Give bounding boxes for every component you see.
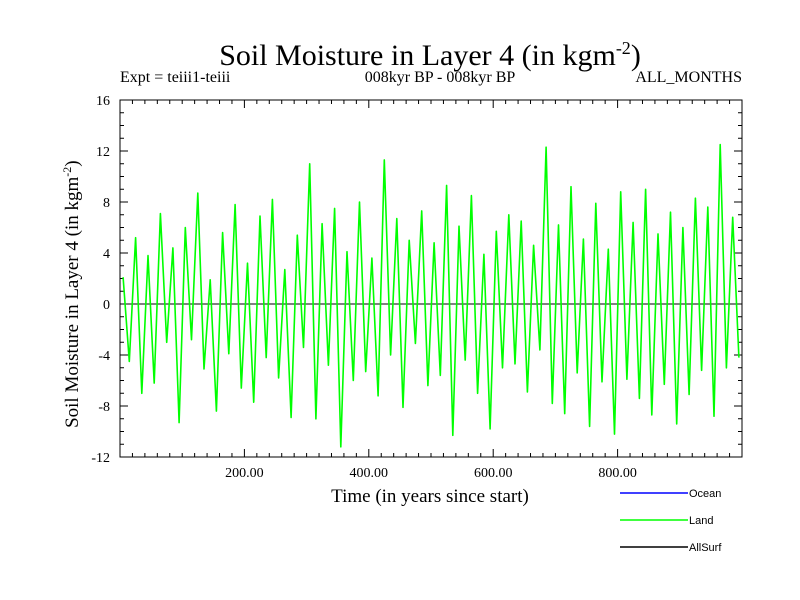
legend-label-allsurf: AllSurf — [689, 542, 722, 554]
y-tick-label: -12 — [91, 451, 110, 466]
x-axis-label: Time (in years since start) — [331, 486, 529, 507]
y-axis-label-exponent: -2 — [59, 166, 74, 177]
y-tick-label: 16 — [96, 94, 110, 109]
y-axis-label: Soil Moisture in Layer 4 (in kgm-2) — [56, 94, 84, 494]
legend: Ocean Land AllSurf — [620, 488, 722, 554]
chart-title-close: ) — [630, 39, 641, 72]
y-axis-ticks: -12 -8 -4 0 4 8 12 16 — [91, 94, 742, 466]
experiment-label: Expt = teiii1-teiii — [120, 69, 231, 86]
series-line-land — [122, 143, 740, 448]
x-tick-label: 200.00 — [225, 466, 264, 481]
y-axis-label-main: Soil Moisture in Layer 4 (in kgm — [62, 176, 84, 428]
x-tick-label: 600.00 — [474, 466, 513, 481]
x-axis-ticks: 200.00 400.00 600.00 800.00 — [131, 100, 731, 481]
y-tick-label: 12 — [96, 145, 110, 160]
x-tick-label: 400.00 — [350, 466, 389, 481]
y-tick-label: 8 — [103, 196, 110, 211]
y-tick-label: -8 — [98, 400, 110, 415]
y-tick-label: -4 — [98, 349, 110, 364]
y-axis-label-close: ) — [62, 160, 84, 167]
chart-title: Soil Moisture in Layer 4 (in kgm-2) — [0, 30, 800, 74]
chart-title-exponent: -2 — [615, 38, 631, 58]
series-layer — [122, 143, 740, 448]
x-tick-label: 800.00 — [598, 466, 637, 481]
period-label: 008kyr BP - 008kyr BP — [364, 69, 516, 86]
months-label: ALL_MONTHS — [635, 69, 742, 86]
legend-label-land: Land — [689, 515, 713, 527]
y-tick-label: 4 — [103, 247, 110, 262]
chart-title-main: Soil Moisture in Layer 4 (in kgm — [219, 39, 616, 72]
y-tick-label: 0 — [103, 298, 110, 313]
legend-label-ocean: Ocean — [689, 488, 721, 500]
